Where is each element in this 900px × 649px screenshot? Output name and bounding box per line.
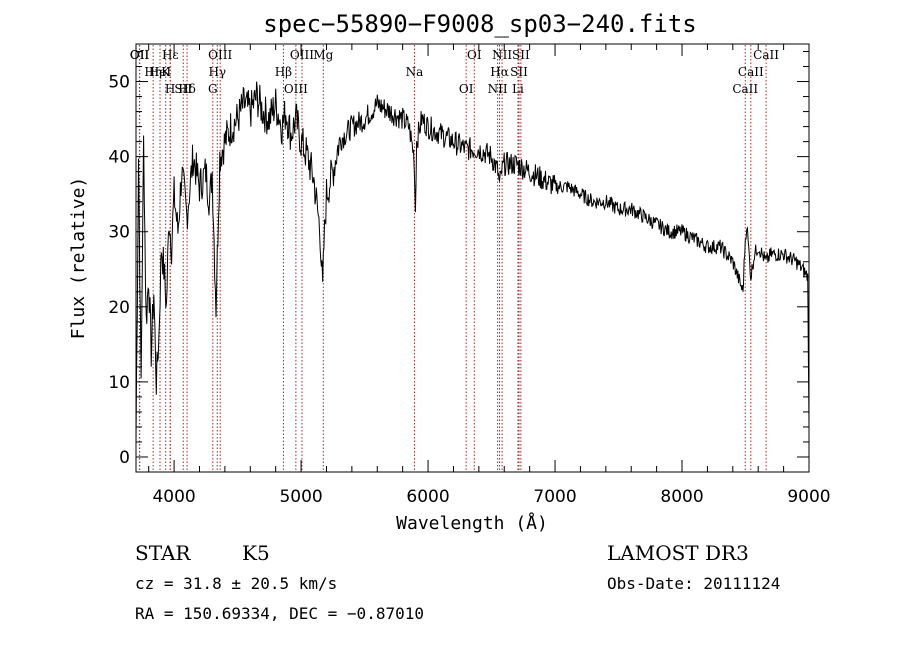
spectral-line-label: SII <box>174 82 192 96</box>
spectral-line-label: CaII <box>738 65 764 79</box>
flux-series <box>135 81 810 443</box>
flux-line <box>135 81 810 443</box>
spectral-line-label: NII <box>488 82 508 96</box>
spectral-line-label: OII <box>130 48 150 62</box>
y-tick-label: 0 <box>119 448 130 468</box>
object-class: STAR <box>135 541 191 565</box>
spectral-line-label: SII <box>510 65 528 79</box>
spectral-line-label: Hη <box>144 65 162 79</box>
spectral-line-label: OIII <box>290 48 314 62</box>
spectral-line-label: CaII <box>732 82 758 96</box>
y-tick-label: 20 <box>108 298 130 318</box>
spectral-line-label: H <box>165 82 175 96</box>
observation-date: Obs-Date: 20111124 <box>607 574 780 593</box>
x-tick-label: 8000 <box>660 487 703 507</box>
y-axis-ticks: 0 10 20 30 40 50 <box>108 51 809 468</box>
spectral-line-label: Li <box>512 82 524 96</box>
x-tick-label: 9000 <box>787 487 830 507</box>
spectral-line-label: Hδ <box>178 82 196 96</box>
plot-frame <box>135 43 810 473</box>
y-axis-label: Flux (relative) <box>68 177 89 340</box>
spectral-line-label: OIII <box>208 48 232 62</box>
redshift-velocity: cz = 31.8 ± 20.5 km/s <box>135 574 337 593</box>
spectral-line-label: NII <box>492 48 512 62</box>
spectral-line-labels: HεKHδOIIHeISIIOIIHηHOIIIHγGOIIIHβOIIIMgN… <box>130 48 779 96</box>
x-tick-label: 5000 <box>279 487 322 507</box>
spectral-line-label: Hα <box>490 65 509 79</box>
object-subclass: K5 <box>242 541 270 565</box>
x-tick-label: 4000 <box>152 487 195 507</box>
x-tick-label: 6000 <box>406 487 449 507</box>
coordinates: RA = 150.69334, DEC = −0.87010 <box>135 604 424 623</box>
survey-name: LAMOST DR3 <box>607 541 749 565</box>
spectral-line-markers <box>138 45 767 471</box>
spectral-line-label: OII <box>130 48 150 62</box>
spectral-line-label: OIII <box>284 82 308 96</box>
spectral-line-label: CaII <box>753 48 779 62</box>
y-tick-label: 40 <box>108 148 130 168</box>
spectral-line-label: Hβ <box>275 65 292 79</box>
spectral-line-label: Hγ <box>208 65 226 79</box>
y-tick-label: 50 <box>108 73 130 93</box>
chart-title: spec−55890−F9008_sp03−240.fits <box>263 10 696 38</box>
spectral-line-label: SII <box>512 48 530 62</box>
x-axis-label: Wavelength (Å) <box>396 512 548 534</box>
x-axis-ticks: 4000 5000 6000 7000 8000 9000 <box>148 44 831 507</box>
spectral-line-label: OI <box>459 82 474 96</box>
spectral-line-label: OI <box>467 48 482 62</box>
spectral-line-label: HeI <box>149 65 172 79</box>
y-tick-label: 30 <box>108 223 130 243</box>
spectral-line-label: K <box>161 65 171 79</box>
spectral-line-label: Na <box>406 65 424 79</box>
y-tick-label: 10 <box>108 373 130 393</box>
spectral-line-label: G <box>208 82 218 96</box>
spectral-line-label: Hε <box>162 48 179 62</box>
x-tick-label: 7000 <box>533 487 576 507</box>
spectral-line-label: Mg <box>313 48 333 62</box>
